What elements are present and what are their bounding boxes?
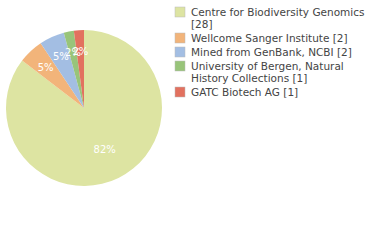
- legend-swatch: [175, 87, 185, 97]
- slice: [74, 30, 84, 108]
- data-label: 82%: [94, 144, 116, 155]
- slice: [6, 30, 162, 186]
- legend-item: Mined from GenBank, NCBI [2]: [175, 46, 352, 58]
- legend-item: GATC Biotech AG [1]: [175, 86, 298, 98]
- legend-swatch: [175, 33, 185, 43]
- legend-item: Centre for Biodiversity Genomics[28]: [175, 6, 364, 30]
- data-labels: 82%5%5%2%2%: [38, 46, 116, 155]
- legend-swatch: [175, 7, 185, 17]
- legend-label: Centre for Biodiversity Genomics[28]: [191, 6, 364, 30]
- legend-swatch: [175, 61, 185, 71]
- pie: [6, 30, 162, 186]
- legend-label: Wellcome Sanger Institute [2]: [191, 32, 348, 44]
- legend-item: Wellcome Sanger Institute [2]: [175, 32, 348, 44]
- data-label: 5%: [38, 62, 54, 73]
- legend: Centre for Biodiversity Genomics[28] Well…: [175, 6, 364, 98]
- chart: 82%5%5%2%2%Centre for Biodiversity Genom…: [0, 0, 380, 240]
- legend-swatch: [175, 47, 185, 57]
- legend-label: Mined from GenBank, NCBI [2]: [191, 46, 352, 58]
- legend-label: University of Bergen, NaturalHistory Col…: [191, 60, 344, 84]
- legend-item: University of Bergen, NaturalHistory Col…: [175, 60, 344, 84]
- slice: [64, 31, 84, 108]
- data-label: 2%: [72, 46, 88, 57]
- legend-label: GATC Biotech AG [1]: [191, 86, 298, 98]
